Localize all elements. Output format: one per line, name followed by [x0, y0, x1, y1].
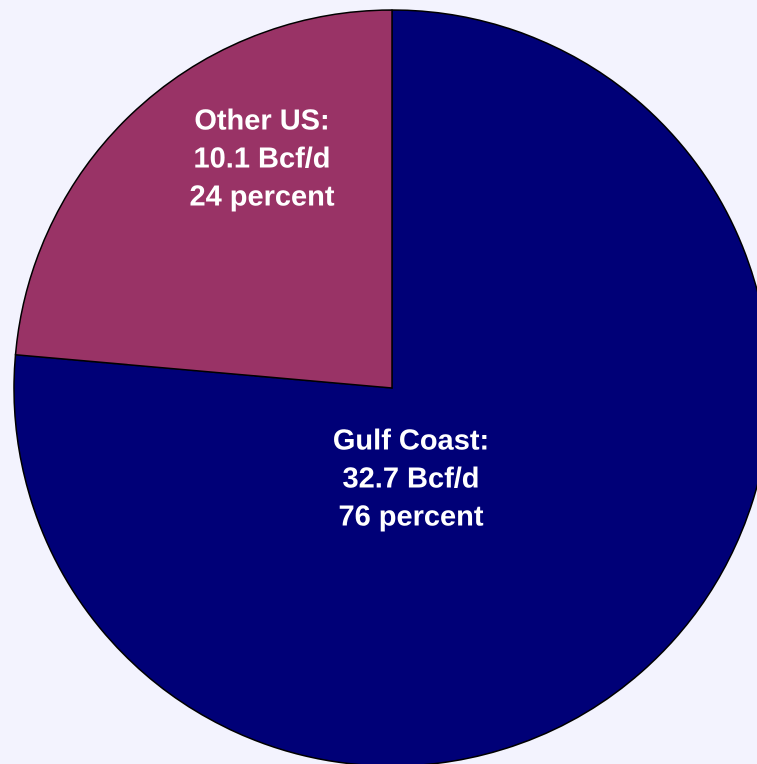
pie-slice-gulf-coast: [13, 9, 757, 764]
slice-label-other-us-line-3: 24 percent: [189, 181, 334, 213]
slice-label-gulf-coast-line-1: Gulf Coast:: [333, 425, 489, 457]
slice-label-gulf-coast-line-3: 76 percent: [338, 501, 483, 533]
pie-slice-other-us: [14, 9, 393, 389]
slice-label-other-us-line-2: 10.1 Bcf/d: [194, 143, 331, 175]
slice-label-other-us-line-1: Other US:: [194, 105, 329, 137]
slice-label-gulf-coast-line-2: 32.7 Bcf/d: [343, 463, 480, 495]
